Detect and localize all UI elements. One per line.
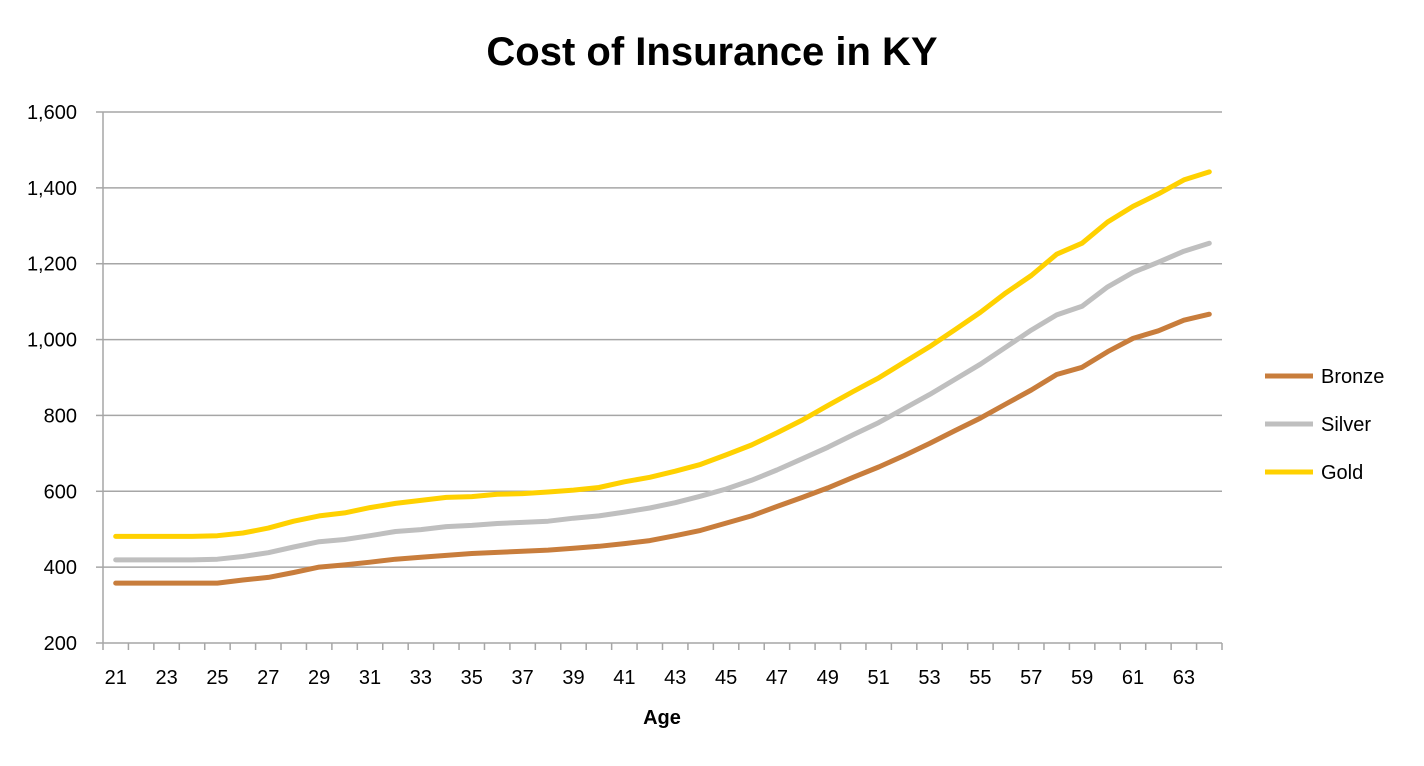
x-tick-label: 55 bbox=[969, 667, 991, 689]
series-line-bronze bbox=[113, 311, 1212, 586]
axes bbox=[96, 111, 1223, 650]
x-tick-label: 53 bbox=[918, 667, 940, 689]
x-tick-label: 29 bbox=[308, 667, 330, 689]
x-tick-label: 49 bbox=[817, 667, 839, 689]
chart-title: Cost of Insurance in KY bbox=[486, 30, 937, 74]
legend: Bronze Silver Gold bbox=[1265, 366, 1384, 484]
x-tick-label: 33 bbox=[410, 667, 432, 689]
legend-label-silver: Silver bbox=[1321, 414, 1371, 436]
legend-label-bronze: Bronze bbox=[1321, 366, 1384, 388]
x-tick-label: 45 bbox=[715, 667, 737, 689]
x-tick-label: 27 bbox=[257, 667, 279, 689]
series-line-silver bbox=[113, 240, 1212, 563]
x-tick-label: 43 bbox=[664, 667, 686, 689]
x-tick-label: 37 bbox=[512, 667, 534, 689]
x-tick-label: 63 bbox=[1173, 667, 1195, 689]
y-tick-label: 200 bbox=[44, 633, 77, 655]
x-tick-label: 35 bbox=[461, 667, 483, 689]
legend-label-gold: Gold bbox=[1321, 462, 1363, 484]
x-tick-label: 41 bbox=[613, 667, 635, 689]
x-axis-title: Age bbox=[643, 707, 681, 729]
series-lines bbox=[113, 169, 1212, 586]
y-tick-label: 1,200 bbox=[27, 254, 77, 276]
y-tick-label: 400 bbox=[44, 557, 77, 579]
x-tick-label: 57 bbox=[1020, 667, 1042, 689]
x-tick-label: 47 bbox=[766, 667, 788, 689]
x-tick-label: 25 bbox=[206, 667, 228, 689]
x-tick-label: 51 bbox=[868, 667, 890, 689]
x-axis-tick-labels: 21 23 25 27 29 31 33 35 37 39 41 43 45 47 49 51 53 55 57 59… bbox=[105, 667, 1195, 689]
y-tick-label: 1,000 bbox=[27, 330, 77, 352]
y-tick-label: 600 bbox=[44, 481, 77, 503]
x-tick-label: 21 bbox=[105, 667, 127, 689]
x-tick-label: 61 bbox=[1122, 667, 1144, 689]
gridlines bbox=[103, 111, 1222, 568]
x-tick-label: 23 bbox=[155, 667, 177, 689]
x-tick-label: 59 bbox=[1071, 667, 1093, 689]
y-axis-tick-labels: 200 400 600 800 1,000 1,200 1,400 1,600 bbox=[27, 102, 77, 655]
x-tick-label: 31 bbox=[359, 667, 381, 689]
y-tick-label: 1,400 bbox=[27, 178, 77, 200]
y-tick-label: 1,600 bbox=[27, 102, 77, 124]
series-line-gold bbox=[113, 169, 1212, 539]
x-tick-label: 39 bbox=[562, 667, 584, 689]
y-tick-label: 800 bbox=[44, 405, 77, 427]
